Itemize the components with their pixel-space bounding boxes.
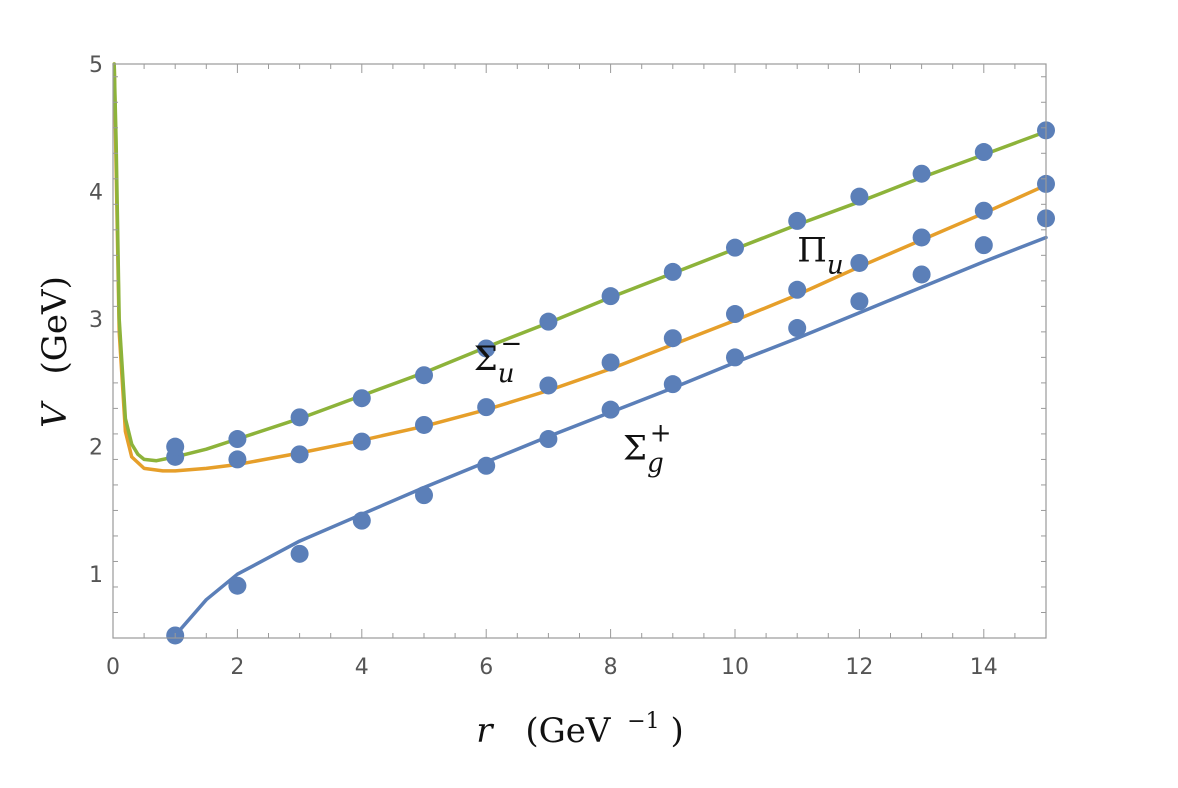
series-curve-pi_u — [112, 62, 1048, 473]
series-label-sigma_g_plus: Σg+ — [623, 418, 672, 478]
y-axis-title: V (GeV) — [35, 276, 75, 428]
data-point-pi_u — [788, 280, 807, 299]
plot-frame — [112, 63, 1047, 639]
series-labels-layer: Σg+ Πu Σu− — [474, 231, 844, 479]
data-point-pi_u — [726, 305, 744, 324]
data-point-sigma_u_minus — [290, 408, 309, 427]
series-curve-sigma_u_minus — [112, 62, 1048, 463]
y-tick-label: 5 — [89, 53, 103, 78]
y-axis-var: V — [35, 400, 75, 428]
x-tick-label: 4 — [355, 655, 369, 680]
data-point-pi_u — [290, 445, 309, 464]
series-curve-sigma_g_plus — [173, 235, 1048, 638]
ticks-layer — [112, 64, 1047, 639]
data-point-sigma_g_plus — [788, 319, 807, 338]
x-axis-title: r (GeV −1 ) — [476, 697, 684, 751]
points-layer — [166, 121, 1055, 645]
data-point-pi_u — [601, 353, 620, 372]
series-label-sigma_u_minus: Σu− — [474, 329, 523, 389]
data-point-pi_u — [352, 432, 371, 451]
data-point-pi_u — [663, 329, 682, 348]
data-point-sigma_g_plus — [663, 375, 682, 394]
data-point-pi_u — [912, 228, 931, 247]
data-point-sigma_u_minus — [415, 366, 433, 385]
data-point-sigma_u_minus — [912, 164, 931, 183]
data-point-sigma_u_minus — [166, 437, 185, 456]
data-point-sigma_u_minus — [228, 430, 247, 449]
data-point-sigma_g_plus — [477, 456, 496, 475]
data-point-sigma_g_plus — [601, 400, 620, 419]
data-point-sigma_g_plus — [539, 430, 558, 449]
x-tick-label: 8 — [604, 655, 618, 680]
data-point-sigma_u_minus — [601, 287, 620, 306]
x-axis-exponent: −1 — [627, 709, 659, 734]
data-point-sigma_g_plus — [726, 348, 744, 367]
data-point-sigma_g_plus — [228, 576, 247, 595]
x-axis-var: r — [476, 711, 494, 751]
x-axis-close: ) — [670, 711, 683, 751]
x-tick-label: 2 — [230, 655, 244, 680]
data-point-sigma_g_plus — [352, 511, 371, 530]
data-point-sigma_g_plus — [850, 292, 869, 311]
x-tick-label: 0 — [106, 655, 120, 680]
x-tick-label: 14 — [970, 655, 998, 680]
y-tick-label: 2 — [89, 436, 103, 461]
data-point-pi_u — [850, 253, 869, 272]
y-tick-label: 3 — [89, 308, 103, 333]
data-point-sigma_u_minus — [788, 211, 807, 230]
data-point-sigma_g_plus — [290, 544, 309, 563]
data-point-sigma_g_plus — [974, 236, 993, 255]
data-point-pi_u — [477, 398, 496, 417]
data-point-sigma_u_minus — [352, 389, 371, 408]
x-tick-label: 6 — [479, 655, 493, 680]
data-point-pi_u — [228, 450, 247, 469]
data-point-sigma_u_minus — [974, 143, 993, 162]
data-point-sigma_u_minus — [477, 339, 496, 358]
curves-layer — [112, 62, 1048, 638]
x-axis-unit: (GeV — [525, 711, 612, 751]
data-point-sigma_u_minus — [850, 187, 869, 206]
x-tick-label: 12 — [845, 655, 873, 680]
data-point-pi_u — [539, 376, 558, 395]
data-point-sigma_u_minus — [539, 312, 558, 331]
y-axis-unit: (GeV) — [35, 276, 75, 374]
data-point-sigma_u_minus — [663, 262, 682, 281]
series-label-pi_u: Πu — [797, 231, 843, 281]
y-tick-label: 1 — [89, 563, 103, 588]
x-tick-label: 10 — [721, 655, 749, 680]
data-point-pi_u — [415, 415, 433, 434]
data-point-sigma_g_plus — [912, 265, 931, 284]
y-tick-label: 4 — [89, 181, 103, 206]
data-point-sigma_u_minus — [726, 238, 744, 257]
data-point-sigma_g_plus — [415, 486, 433, 505]
data-point-pi_u — [974, 201, 993, 220]
